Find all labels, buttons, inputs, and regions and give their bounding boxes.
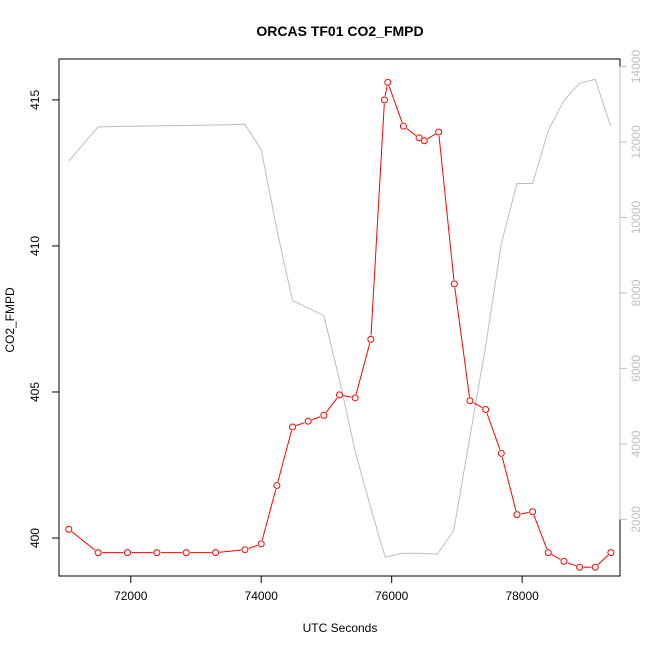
co2-fmpd-point (466, 397, 474, 405)
co2-fmpd-point (482, 406, 490, 414)
y2-axis: 2000 4000 6000 8000 10000 12000 14000 (619, 50, 643, 533)
co2-fmpd-point (123, 549, 131, 557)
co2-fmpd-point (381, 96, 389, 104)
co2-fmpd-point (367, 335, 375, 343)
x-tick-label: 72000 (114, 589, 148, 603)
co2-fmpd-point (497, 449, 505, 457)
chart-title: ORCAS TF01 CO2_FMPD (256, 23, 423, 39)
y2-tick-label: 14000 (629, 50, 643, 84)
y2-tick-label: 8000 (629, 279, 643, 306)
co2-fmpd-line-segment (296, 422, 305, 427)
y-tick-label: 400 (28, 528, 42, 548)
co2-fmpd-line-segment (551, 554, 561, 560)
x-axis: 72000 74000 76000 78000 (114, 575, 539, 603)
co2-fmpd-point (384, 78, 392, 86)
co2-fmpd-line-segment (473, 402, 483, 408)
co2-fmpd-line-segment (370, 103, 385, 336)
x-tick-label: 78000 (505, 589, 539, 603)
co2-fmpd-point (212, 549, 220, 557)
co2-fmpd-point (560, 557, 568, 565)
co2-fmpd-point (289, 423, 297, 431)
y2-tick-label: 10000 (629, 200, 643, 234)
right-axis-series-line (68, 78, 612, 558)
co2-fmpd-point (607, 549, 615, 557)
co2-fmpd-point (273, 481, 281, 489)
co2-fmpd-point (153, 549, 161, 557)
co2-right-axis-series (68, 78, 612, 558)
co2-fmpd-line-segment (567, 562, 576, 567)
co2-fmpd-series (65, 78, 615, 571)
co2-fmpd-line-segment (501, 457, 517, 511)
co2-fmpd-point (450, 280, 458, 288)
co2-fmpd-point (182, 549, 190, 557)
co2-fmpd-point (529, 508, 537, 516)
co2-fmpd-point (576, 563, 584, 571)
y-axis: 400 405 410 415 (28, 90, 60, 548)
y2-tick-label: 12000 (629, 125, 643, 159)
co2-fmpd-line-segment (454, 287, 470, 397)
co2-fmpd-point (415, 134, 423, 142)
co2-fmpd-line-segment (520, 511, 529, 515)
co2-fmpd-line-segment (71, 531, 96, 551)
co2-fmpd-point (320, 411, 328, 419)
co2-fmpd-line-segment (325, 397, 338, 413)
x-axis-label: UTC Seconds (303, 621, 378, 635)
co2-fmpd-point (591, 563, 599, 571)
co2-fmpd-line-segment (427, 133, 436, 140)
co2-fmpd-line-segment (406, 128, 417, 136)
y2-tick-label: 6000 (629, 355, 643, 382)
co2-fmpd-line-segment (486, 413, 501, 450)
y-axis-label: CO2_FMPD (3, 287, 17, 353)
co2-fmpd-line-segment (355, 343, 371, 395)
co2-fmpd-line-segment (533, 515, 548, 550)
y2-tick-label: 2000 (629, 506, 643, 533)
plot-frame (58, 58, 621, 577)
co2-fmpd-point (435, 128, 443, 136)
y-tick-label: 415 (28, 90, 42, 110)
x-tick-label: 74000 (245, 589, 279, 603)
co2-fmpd-line-segment (438, 135, 455, 280)
co2-fmpd-point (420, 137, 428, 145)
co2-fmpd-line-segment (388, 85, 403, 123)
co2-fmpd-line-segment (277, 430, 292, 482)
co2-fmpd-point (257, 540, 265, 548)
co2-fmpd-line-segment (248, 544, 258, 549)
co2-fmpd-point (513, 511, 521, 519)
co2-fmpd-point (544, 549, 552, 557)
co2-fmpd-point (336, 391, 343, 399)
co2-fmpd-point (94, 549, 102, 557)
y-tick-label: 405 (28, 382, 42, 402)
co2-fmpd-line-segment (311, 416, 321, 421)
co2-fmpd-line-segment (597, 554, 609, 565)
co2-fmpd-line-segment (343, 395, 352, 398)
co2-fmpd-point (241, 546, 249, 554)
co2-fmpd-line-segment (261, 489, 277, 541)
y2-tick-label: 4000 (629, 430, 643, 457)
co2-fmpd-point (304, 417, 312, 425)
x-tick-label: 76000 (375, 589, 409, 603)
co2-fmpd-point (351, 394, 359, 402)
co2-fmpd-point (399, 122, 407, 130)
co2-fmpd-line-segment (384, 86, 388, 97)
y-tick-label: 410 (28, 236, 42, 256)
co2-fmpd-point (65, 525, 73, 533)
co2-fmpd-line-segment (219, 549, 241, 553)
